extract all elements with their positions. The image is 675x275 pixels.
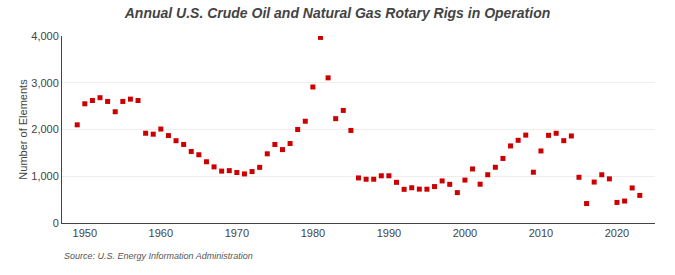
svg-text:Annual U.S. Crude Oil and Natu: Annual U.S. Crude Oil and Natural Gas Ro…	[124, 5, 551, 21]
svg-text:3,000: 3,000	[31, 77, 59, 89]
svg-text:2020: 2020	[605, 227, 629, 239]
svg-text:Number of Elements: Number of Elements	[17, 79, 29, 180]
svg-text:1970: 1970	[225, 227, 249, 239]
svg-text:0: 0	[53, 217, 59, 229]
svg-text:1980: 1980	[301, 227, 325, 239]
svg-text:1950: 1950	[73, 227, 97, 239]
svg-text:Source: U.S. Energy Informatio: Source: U.S. Energy Information Administ…	[64, 251, 253, 261]
svg-text:2000: 2000	[453, 227, 477, 239]
svg-text:1,000: 1,000	[31, 170, 59, 182]
svg-text:1960: 1960	[149, 227, 173, 239]
svg-text:4,000: 4,000	[31, 30, 59, 42]
svg-text:2010: 2010	[529, 227, 553, 239]
svg-text:2,000: 2,000	[31, 123, 59, 135]
svg-text:1990: 1990	[377, 227, 401, 239]
